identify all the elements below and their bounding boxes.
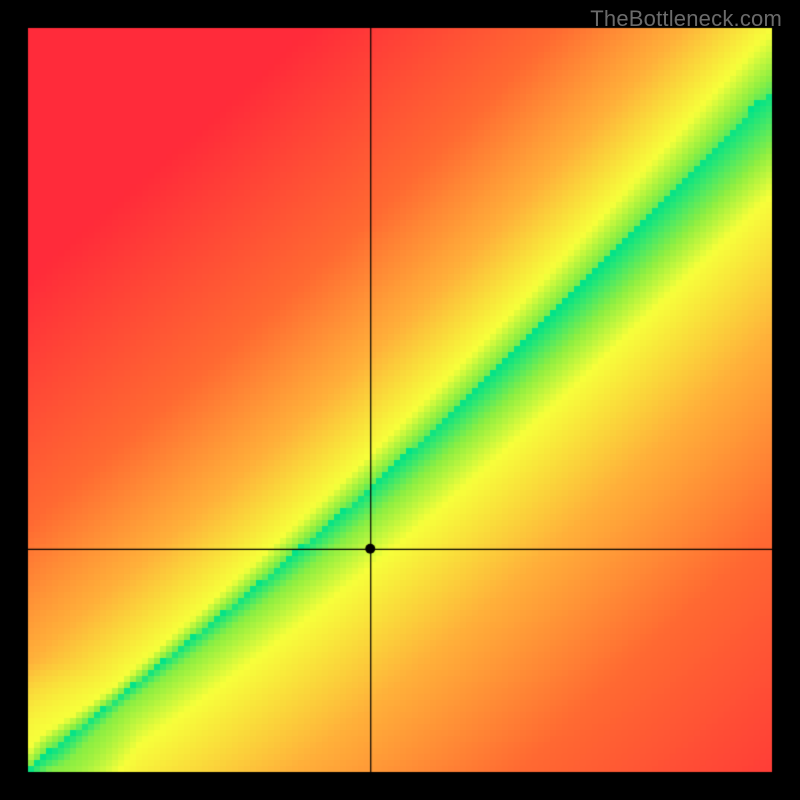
- chart-container: TheBottleneck.com: [0, 0, 800, 800]
- bottleneck-heatmap: [0, 0, 800, 800]
- watermark-text: TheBottleneck.com: [590, 6, 782, 32]
